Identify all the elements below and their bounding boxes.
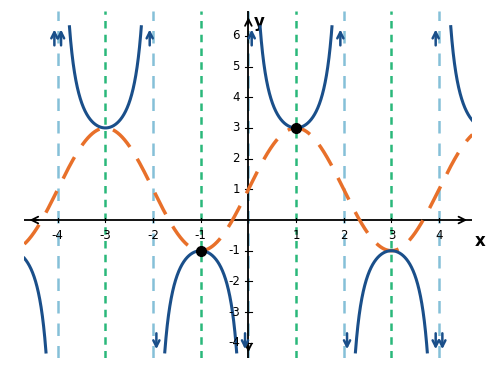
Text: 5: 5 (232, 60, 240, 73)
Text: 2: 2 (340, 228, 347, 242)
Text: 1: 1 (232, 183, 240, 196)
Text: -4: -4 (52, 228, 64, 242)
Text: 4: 4 (232, 91, 240, 104)
Text: -3: -3 (228, 306, 240, 319)
Text: -1: -1 (195, 228, 206, 242)
Text: 3: 3 (388, 228, 395, 242)
Text: 2: 2 (232, 152, 240, 165)
Text: -3: -3 (99, 228, 111, 242)
Text: -1: -1 (228, 244, 240, 257)
Text: -4: -4 (228, 336, 240, 349)
Text: x: x (475, 232, 486, 250)
Text: 4: 4 (435, 228, 443, 242)
Text: y: y (254, 13, 265, 31)
Text: -2: -2 (147, 228, 159, 242)
Text: 1: 1 (292, 228, 300, 242)
Text: -2: -2 (228, 275, 240, 288)
Text: 3: 3 (232, 121, 240, 135)
Text: 6: 6 (232, 29, 240, 42)
